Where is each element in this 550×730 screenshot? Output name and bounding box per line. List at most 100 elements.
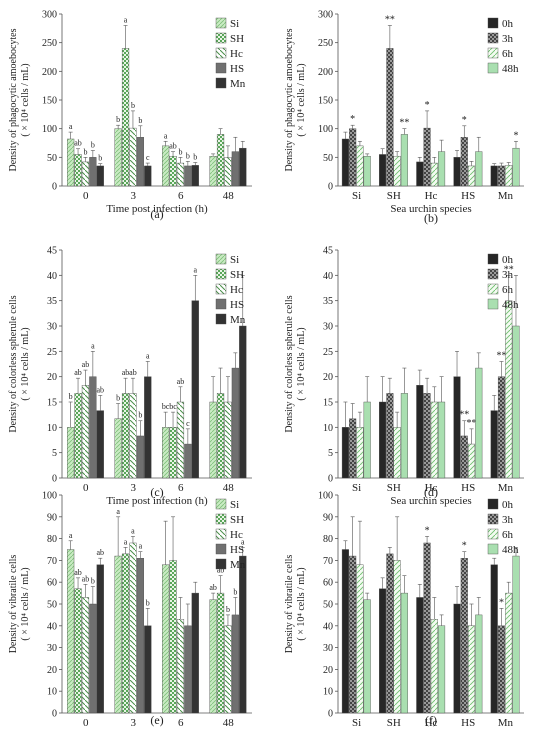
significance-label: ab [82,574,90,583]
x-axis-label: Time post infection (h) [106,203,208,215]
y-tick-label: 10 [323,687,333,698]
significance-label: ab [74,139,82,148]
significance-label: b [138,411,142,420]
y-tick-label: 250 [318,38,333,49]
y-tick-label: 20 [323,372,333,383]
significance-label: b [131,101,135,110]
bar-SH-0 [74,393,82,479]
significance-label: ** [399,118,409,129]
bar-HS-3 [136,137,144,187]
bar-6h-Hc [430,401,438,479]
legend-swatch-6h [487,528,499,540]
legend-label-0h: 0h [502,499,514,511]
y-axis-label: Density of phagocytic amoebocytes [8,28,19,171]
x-tick-label: Hc [425,190,438,202]
bar-Si-3 [114,128,122,187]
bar-3h-Hc [423,127,431,187]
bar-HS-3 [136,558,144,714]
y-tick-label: 50 [47,600,57,611]
legend-swatch-48h [487,62,499,74]
y-tick-label: 30 [323,322,333,333]
bar-Hc-6 [176,619,185,714]
legend-label-HS: HS [230,63,244,75]
significance-label: b [91,140,95,149]
bar-Hc-3 [129,542,137,714]
y-tick-label: 100 [318,124,333,135]
significance-label: b [226,605,230,614]
bar-6h-Hc [430,619,438,714]
bar-48h-Mn [512,555,520,714]
bar-48h-HS [475,367,483,479]
bar-Mn-6 [191,165,199,187]
y-axis-unit: ( × 10⁴ cells / mL) [296,327,307,400]
bar-6h-HS [468,443,476,479]
legend-label-0h: 0h [502,254,514,266]
bar-SH-0 [74,588,82,714]
legend-swatch-3h [487,32,499,44]
legend-swatch-SH [215,268,227,280]
y-tick-label: 90 [323,512,333,523]
legend-label-3h: 3h [502,514,514,526]
y-tick-label: 150 [318,96,333,107]
bar-Hc-3 [129,393,137,479]
bar-3h-Hc [423,393,431,479]
legend-label-3h: 3h [502,33,514,45]
legend-swatch-Mn [215,558,227,570]
y-tick-label: 300 [318,10,333,21]
bar-3h-HS [460,137,468,187]
bar-6h-Si [356,564,364,714]
legend-swatch-Si [215,253,227,265]
y-tick-label: 0 [52,474,57,485]
x-tick-label: Mn [498,482,514,494]
significance-label: a [69,531,73,540]
bar-HS-3 [136,435,144,479]
y-tick-label: 100 [42,491,57,502]
bar-6h-HS [468,625,476,714]
y-tick-label: 100 [318,491,333,502]
bar-Hc-6 [176,162,185,187]
x-tick-label: Si [352,482,361,494]
y-tick-label: 200 [42,67,57,78]
legend-label-Mn: Mn [230,78,246,90]
bar-0h-Hc [416,385,424,479]
bar-Hc-0 [81,385,90,479]
bar-3h-Mn [497,376,505,479]
bar-3h-Hc [423,542,431,714]
significance-label: b [186,151,190,160]
y-tick-label: 250 [42,38,57,49]
bar-Si-0 [67,549,75,714]
y-tick-label: 200 [318,67,333,78]
chart-panel-b: 0 50 100 150 200 250 300 Density of phagocytic … [284,10,524,225]
significance-label: c [186,419,190,428]
legend-swatch-HS [215,62,227,74]
y-tick-label: 35 [323,296,333,307]
bar-Si-48 [209,599,217,714]
y-tick-label: 15 [47,398,57,409]
y-tick-label: 50 [323,600,333,611]
legend-label-48h: 48h [502,63,519,75]
bar-SH-48 [216,134,225,187]
bar-Si-6 [162,564,170,714]
bar-Si-3 [114,555,122,714]
significance-label: * [462,115,467,126]
significance-label: b [178,147,182,156]
x-tick-label: 0 [83,190,89,202]
y-tick-label: 0 [52,709,57,720]
significance-label: bc [169,402,177,411]
legend-label-Hc: Hc [230,529,243,541]
significance-label: c [146,153,150,162]
bar-0h-HS [453,603,461,714]
bar-0h-Hc [416,597,424,714]
bar-48h-SH [400,134,408,187]
y-tick-label: 20 [47,665,57,676]
y-tick-label: 10 [323,423,333,434]
legend-swatch-Si [215,498,227,510]
y-tick-label: 25 [323,347,333,358]
x-tick-label: 3 [131,717,137,729]
bar-48h-Hc [438,401,446,479]
significance-label: b [193,152,197,161]
bar-Hc-0 [81,161,90,187]
y-axis-unit: ( × 10⁴ cells / mL) [20,567,31,640]
